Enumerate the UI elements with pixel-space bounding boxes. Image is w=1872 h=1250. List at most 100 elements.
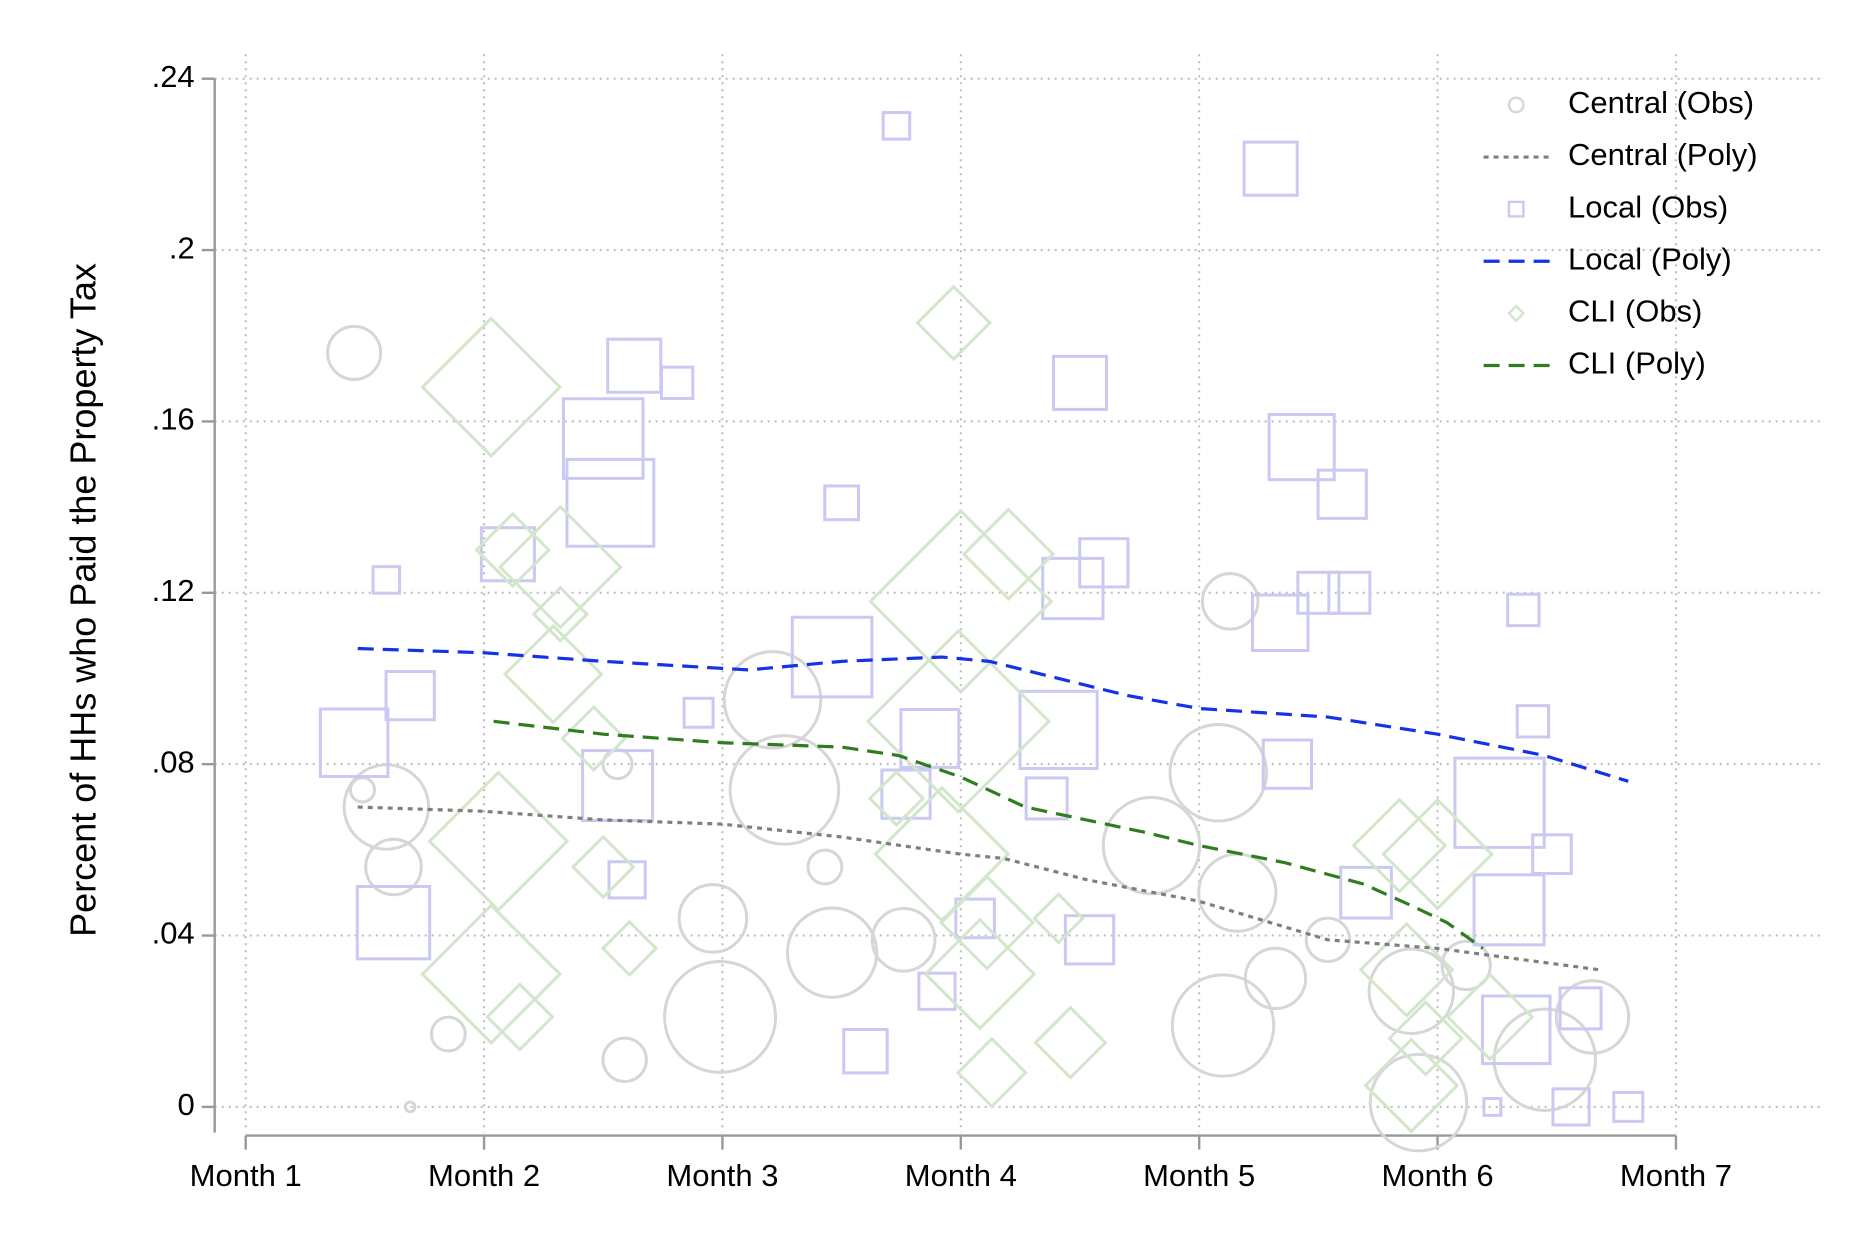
series-points [420,284,1535,1134]
point [1267,413,1336,482]
point [326,324,383,381]
point [954,897,996,940]
point [865,628,1052,814]
point [1339,865,1393,920]
point [1515,704,1551,739]
y-tick-label: .08 [152,744,195,779]
point [1453,756,1546,849]
y-tick-label: .04 [152,916,195,951]
x-tick-label: Month 6 [1382,1158,1494,1193]
point [682,696,715,729]
point [1351,797,1448,894]
point [868,508,1054,694]
trend-line [357,646,1629,783]
legend-label: Central (Obs) [1568,85,1754,120]
legend: Central (Obs) Central (Poly) Local (Obs) Lo… [1483,85,1758,381]
point [1445,972,1535,1062]
point [659,365,695,401]
x-tick-label: Month 5 [1143,1158,1255,1193]
point [1041,556,1105,621]
point [1024,776,1069,821]
point [1358,921,1455,1018]
point [915,284,992,362]
legend-label: Local (Poly) [1568,241,1732,276]
point [880,768,932,820]
point [565,457,656,548]
point [485,982,555,1052]
point [867,769,926,828]
point [1387,1000,1464,1077]
point [1170,973,1276,1078]
y-tick-label: .12 [152,573,195,608]
legend-marker [1507,304,1526,323]
y-tick-label: .24 [152,59,195,94]
point [1197,852,1278,933]
point [474,511,551,589]
point [403,1100,417,1114]
point [1492,1007,1597,1112]
legend-label: CLI (Obs) [1568,294,1702,329]
point [663,959,778,1074]
point [939,874,1035,971]
point [570,834,636,900]
point [923,917,1037,1031]
point [1250,593,1310,653]
x-tick-label: Month 1 [190,1158,302,1193]
point [561,397,645,480]
point [1368,1052,1469,1153]
point [899,708,961,769]
point [1200,572,1260,631]
point [1482,1096,1503,1117]
point [823,484,861,522]
point [429,1015,467,1053]
point [1296,570,1341,615]
x-tick-label: Month 2 [428,1158,540,1193]
point [1612,1090,1645,1123]
point [1367,947,1456,1035]
y-axis-label: Percent of HHs who Paid the Property Tax [63,263,104,937]
point [1018,689,1099,770]
point [371,565,402,595]
series-points [326,324,1631,1153]
point [1051,354,1109,411]
legend-label: Central (Poly) [1568,137,1758,172]
point [1480,994,1552,1066]
point [961,507,1056,601]
legend-label: Local (Obs) [1568,189,1728,224]
point [1261,738,1314,790]
point [607,860,647,900]
x-tick-label: Month 3 [666,1158,778,1193]
legend-marker [1507,200,1525,218]
grid [214,54,1822,1133]
point [722,650,823,750]
point [870,906,937,973]
point [420,903,563,1045]
point [601,1036,648,1083]
point [677,883,749,954]
point [560,704,628,772]
point [606,337,663,394]
point [1381,797,1494,911]
point [1316,468,1368,520]
point [581,749,655,823]
point [1531,833,1573,875]
point [355,884,432,961]
point [1551,1087,1591,1127]
trend-line [493,719,1484,950]
point [318,707,390,779]
point [502,623,604,725]
point [881,111,912,141]
point [600,919,659,978]
point [497,504,623,630]
point [1558,986,1603,1031]
point [1078,537,1130,589]
point [1168,722,1269,823]
point [364,837,423,897]
point [728,734,841,846]
point [917,971,957,1011]
point [342,763,431,851]
y-tick-label: .2 [169,230,195,265]
y-tick-label: .16 [152,402,195,437]
